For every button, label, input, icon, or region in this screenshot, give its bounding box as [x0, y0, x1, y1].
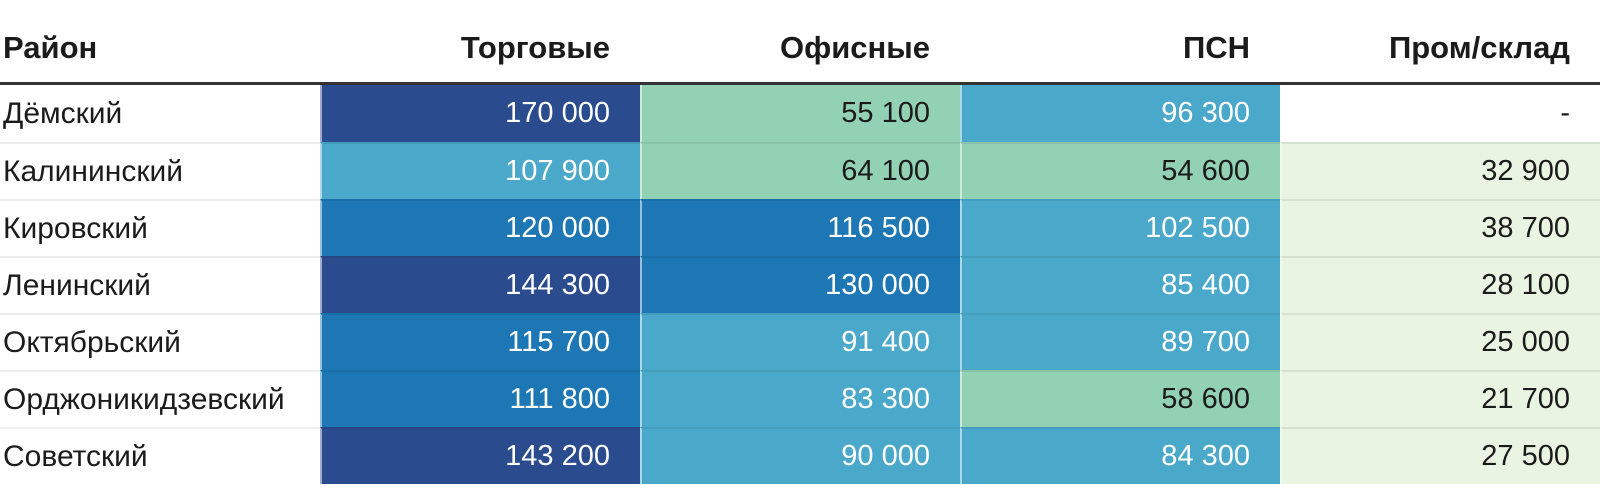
value-cell: 130 000 — [640, 256, 960, 313]
value-cell: 96 300 — [960, 85, 1280, 142]
value-cell: 21 700 — [1280, 370, 1600, 427]
value-cell: 54 600 — [960, 142, 1280, 199]
value-cell: 116 500 — [640, 199, 960, 256]
table-body: Дёмский 170 000 55 100 96 300- Калининский 10… — [0, 85, 1600, 484]
district-cell: Советский — [0, 427, 320, 484]
value-cell: 120 000 — [320, 199, 640, 256]
district-cell: Кировский — [0, 199, 320, 256]
district-cell: Дёмский — [0, 85, 320, 142]
value-cell: 170 000 — [320, 85, 640, 142]
value-cell: 144 300 — [320, 256, 640, 313]
value-cell: 64 100 — [640, 142, 960, 199]
col-header-psn: ПСН — [960, 0, 1280, 85]
table-row: Калининский 107 900 64 100 54 600 32 900 — [0, 142, 1600, 199]
district-price-heatmap-table: Район Торговые Офисные ПСН Пром/склад Дё… — [0, 0, 1600, 484]
col-header-office: Офисные — [640, 0, 960, 85]
value-cell: 28 100 — [1280, 256, 1600, 313]
table-row: Орджоникидзевский 111 800 83 300 58 600 21 7… — [0, 370, 1600, 427]
district-cell: Ленинский — [0, 256, 320, 313]
district-cell: Октябрьский — [0, 313, 320, 370]
value-cell: 102 500 — [960, 199, 1280, 256]
col-header-industrial: Пром/склад — [1280, 0, 1600, 85]
value-cell: 111 800 — [320, 370, 640, 427]
value-cell: - — [1280, 85, 1600, 142]
value-cell: 84 300 — [960, 427, 1280, 484]
value-cell: 58 600 — [960, 370, 1280, 427]
value-cell: 25 000 — [1280, 313, 1600, 370]
table-row: Советский 143 200 90 000 84 300 27 500 — [0, 427, 1600, 484]
value-cell: 32 900 — [1280, 142, 1600, 199]
value-cell: 107 900 — [320, 142, 640, 199]
value-cell: 90 000 — [640, 427, 960, 484]
value-cell: 38 700 — [1280, 199, 1600, 256]
col-header-retail: Торговые — [320, 0, 640, 85]
col-header-district: Район — [0, 0, 320, 85]
value-cell: 27 500 — [1280, 427, 1600, 484]
header-row: Район Торговые Офисные ПСН Пром/склад — [0, 0, 1600, 85]
value-cell: 83 300 — [640, 370, 960, 427]
table-row: Кировский 120 000 116 500 102 500 38 700 — [0, 199, 1600, 256]
district-cell: Калининский — [0, 142, 320, 199]
value-cell: 85 400 — [960, 256, 1280, 313]
value-cell: 143 200 — [320, 427, 640, 484]
value-cell: 91 400 — [640, 313, 960, 370]
district-cell: Орджоникидзевский — [0, 370, 320, 427]
value-cell: 89 700 — [960, 313, 1280, 370]
table-row: Ленинский 144 300 130 000 85 400 28 100 — [0, 256, 1600, 313]
table-row: Октябрьский 115 700 91 400 89 700 25 000 — [0, 313, 1600, 370]
value-cell: 115 700 — [320, 313, 640, 370]
table-row: Дёмский 170 000 55 100 96 300- — [0, 85, 1600, 142]
value-cell: 55 100 — [640, 85, 960, 142]
